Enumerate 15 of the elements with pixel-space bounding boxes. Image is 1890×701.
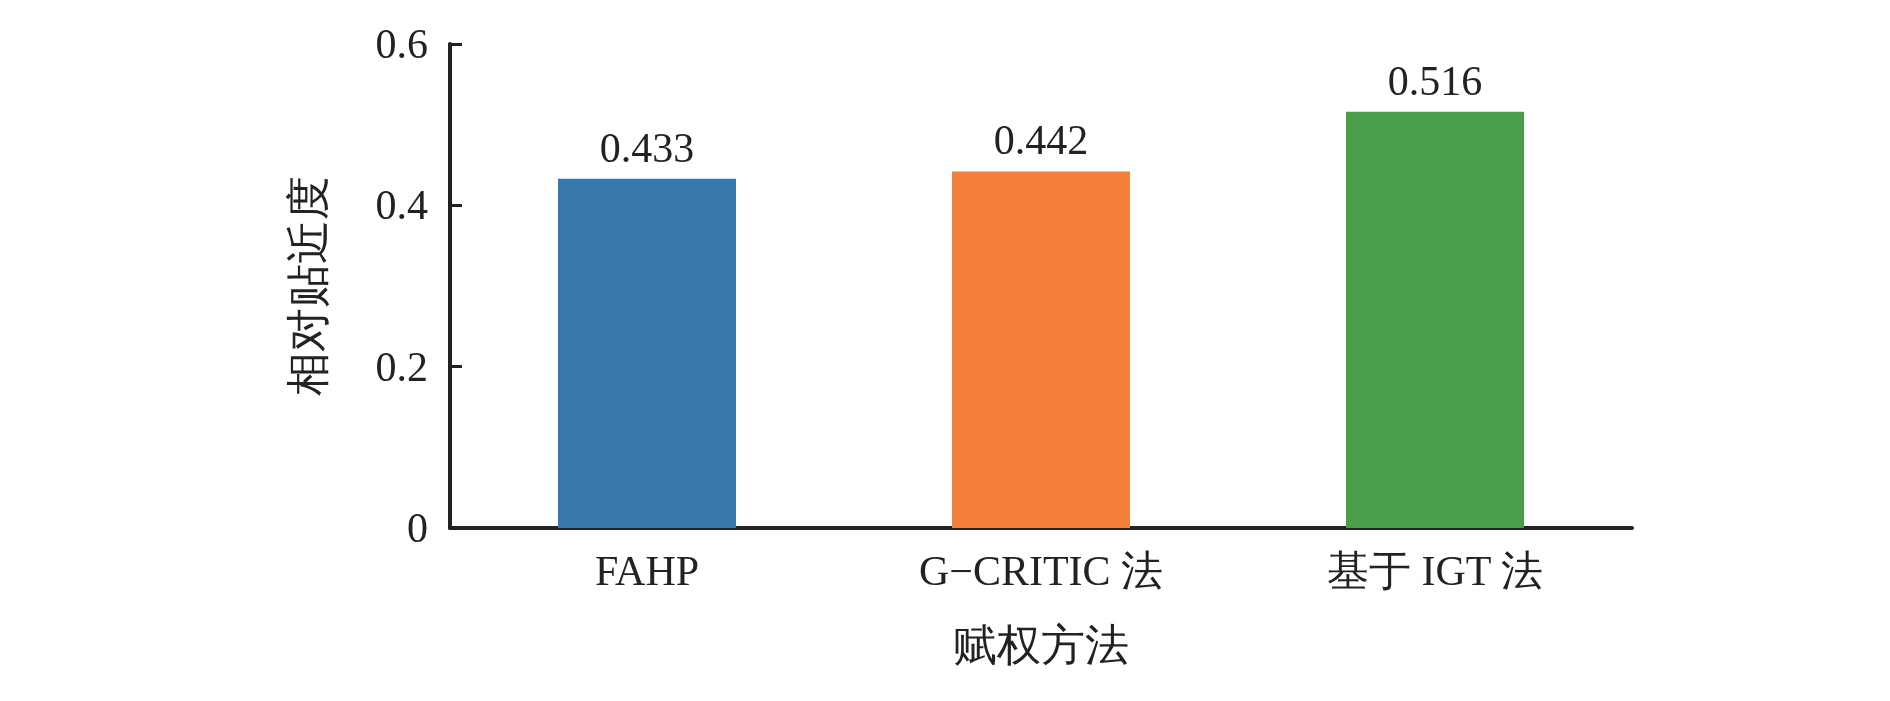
y-tick-label: 0 [407,505,428,551]
x-tick-label: 基于 IGT 法 [1326,548,1544,594]
x-tick-label: G−CRITIC 法 [918,548,1164,594]
bar [558,178,736,528]
bar [952,171,1130,528]
y-tick-label: 0.6 [375,21,428,67]
y-tick-label: 0.4 [375,182,428,229]
bar [1346,111,1524,528]
x-axis-title: 赋权方法 [953,620,1129,670]
y-tick-label: 0.2 [375,343,428,390]
y-axis-title: 相对贴近度 [283,176,333,396]
data-label: 0.433 [599,124,695,171]
x-tick-label: FAHP [594,548,700,594]
data-label: 0.442 [993,117,1089,164]
data-label: 0.516 [1387,57,1483,104]
